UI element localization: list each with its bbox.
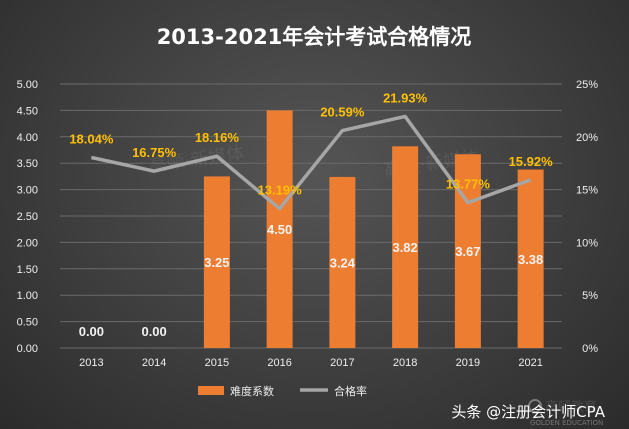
line-value-label: 15.92% <box>509 154 554 169</box>
y-left-tick-label: 1.00 <box>17 290 38 302</box>
y-axis-right: 0% 5% 10% 15% 20% 25% <box>576 79 598 355</box>
y-right-tick-label: 15% <box>576 185 598 197</box>
y-left-tick-label: 5.00 <box>17 79 38 91</box>
y-right-tick-label: 25% <box>576 79 598 91</box>
line-value-label: 18.04% <box>69 131 114 146</box>
chart-title: 2013-2021年会计考试合格情况 <box>157 25 472 49</box>
data-labels: 0.00 0.00 3.25 4.50 3.24 3.82 3.67 3.38 18.04% 16… <box>69 90 553 339</box>
bar-value-label: 3.38 <box>518 252 543 267</box>
legend-bar-label: 难度系数 <box>230 384 274 398</box>
line-series <box>91 114 532 211</box>
legend-bar-swatch <box>198 386 224 395</box>
x-tick-label: 2014 <box>142 357 166 369</box>
y-left-tick-label: 2.50 <box>17 211 38 223</box>
footer-credit: 头条 @注册会计师CPA <box>451 403 605 421</box>
y-left-tick-label: 3.00 <box>17 185 38 197</box>
x-tick-label: 2019 <box>456 357 480 369</box>
legend-line-label: 合格率 <box>334 384 367 398</box>
y-left-tick-label: 2.00 <box>17 237 38 249</box>
y-left-tick-label: 4.00 <box>17 132 38 144</box>
line-value-label: 20.59% <box>320 105 365 120</box>
y-right-tick-label: 10% <box>576 237 598 249</box>
grid-lines <box>60 83 562 349</box>
x-tick-label: 2016 <box>267 357 291 369</box>
line-path <box>91 114 532 211</box>
bar <box>454 154 481 348</box>
bar <box>517 169 544 348</box>
x-tick-label: 2017 <box>330 357 354 369</box>
logo-subtitle: GOLDEN EDUCATION <box>530 419 603 427</box>
logo-watermark: 高顿教育 GOLDEN EDUCATION <box>528 399 603 427</box>
line-value-label: 16.75% <box>132 145 177 160</box>
y-left-tick-label: 0.50 <box>17 317 38 329</box>
logo-name: 高顿教育 <box>545 399 597 415</box>
line-value-label: 21.93% <box>383 90 428 105</box>
line-value-label: 13.77% <box>446 177 491 192</box>
y-right-tick-label: 20% <box>576 132 598 144</box>
y-left-tick-label: 1.50 <box>17 264 38 276</box>
y-axis-left: 0.00 0.50 1.00 1.50 2.00 2.50 3.00 3.50 4.00 4.50… <box>17 79 38 355</box>
bar-value-label: 3.67 <box>455 244 480 259</box>
line-value-label: 13.19% <box>258 183 303 198</box>
line-value-label: 18.16% <box>195 130 240 145</box>
bar <box>266 110 293 349</box>
bar-value-label: 0.00 <box>141 324 166 339</box>
x-tick-label: 2018 <box>393 357 417 369</box>
bar-value-label: 0.00 <box>79 324 104 339</box>
bar-value-label: 3.25 <box>204 255 229 270</box>
bar <box>392 146 419 348</box>
y-right-tick-label: 0% <box>582 343 598 355</box>
x-tick-label: 2021 <box>518 357 542 369</box>
bar <box>329 176 356 348</box>
y-left-tick-label: 0.00 <box>17 343 38 355</box>
logo-mark <box>528 399 542 413</box>
x-axis: 2013 2014 2015 2016 2017 2018 2019 2021 <box>79 357 543 369</box>
y-left-tick-label: 3.50 <box>17 158 38 170</box>
bar-series <box>203 110 544 349</box>
bar-value-label: 3.24 <box>330 255 356 270</box>
y-left-tick-label: 4.50 <box>17 105 38 117</box>
x-tick-label: 2013 <box>79 357 103 369</box>
bar-value-label: 4.50 <box>267 222 292 237</box>
x-tick-label: 2015 <box>205 357 229 369</box>
bar <box>203 176 230 348</box>
legend: 难度系数 合格率 <box>198 384 367 398</box>
y-right-tick-label: 5% <box>582 290 598 302</box>
bar-value-label: 3.82 <box>392 240 417 255</box>
